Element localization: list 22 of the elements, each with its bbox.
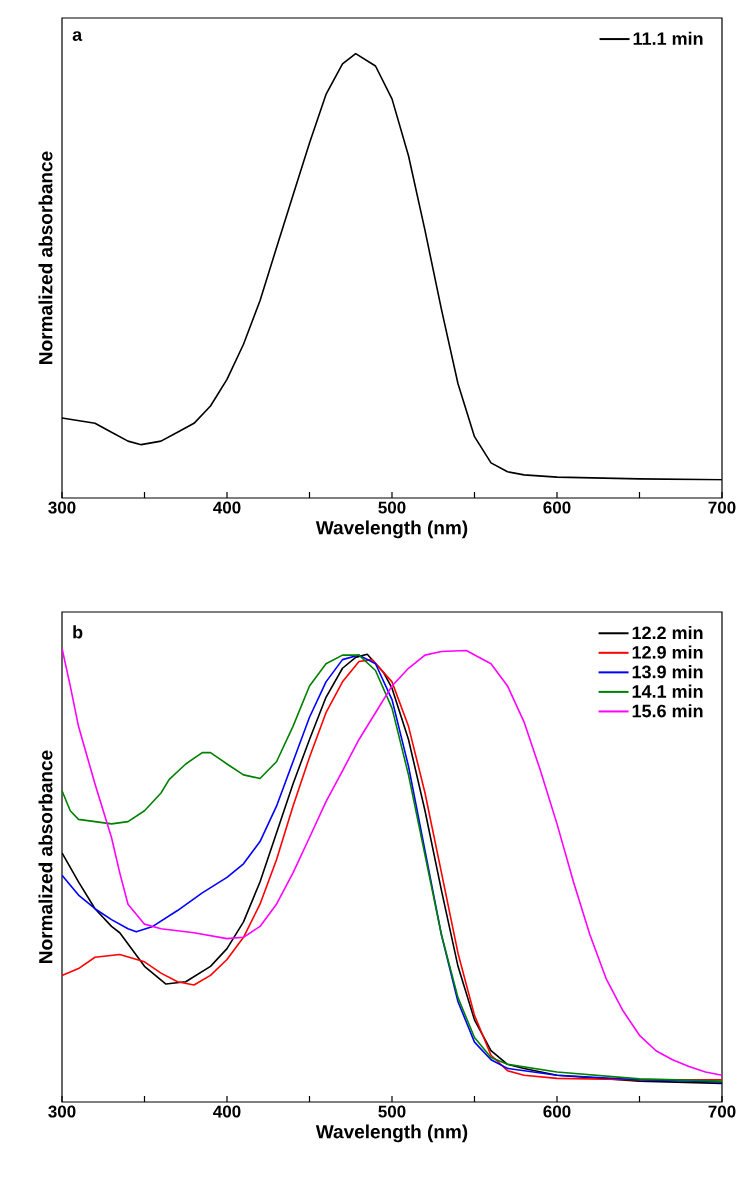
legend-label: 12.2 min bbox=[632, 625, 703, 640]
y-axis-title: Normalized absorbance bbox=[38, 750, 53, 963]
x-tick-label: 500 bbox=[378, 501, 406, 514]
x-tick-label: 600 bbox=[543, 1105, 571, 1118]
legend-label: 12.9 min bbox=[632, 645, 703, 659]
x-tick-label: 600 bbox=[543, 501, 571, 514]
legend-label: 14.1 min bbox=[632, 684, 703, 698]
text: a bbox=[72, 31, 83, 41]
y-axis-title: Normalized absorbance bbox=[38, 151, 53, 364]
x-tick-label: 400 bbox=[213, 501, 241, 514]
legend-label: 11.1 min bbox=[633, 31, 703, 45]
x-tick-label: 700 bbox=[708, 1105, 736, 1118]
x-tick-label: 300 bbox=[48, 1105, 76, 1118]
legend-label: 15.6 min bbox=[632, 704, 703, 718]
x-tick-label: 300 bbox=[48, 501, 76, 514]
x-tick-label: 500 bbox=[378, 1105, 406, 1118]
text: b bbox=[73, 625, 83, 639]
x-axis-title: Wavelength (nm) bbox=[315, 1124, 468, 1143]
legend-label: 13.9 min bbox=[632, 665, 703, 679]
x-tick-label: 700 bbox=[708, 501, 736, 514]
x-tick-label: 400 bbox=[213, 1105, 241, 1118]
x-axis-title: Wavelength (nm) bbox=[315, 520, 468, 539]
